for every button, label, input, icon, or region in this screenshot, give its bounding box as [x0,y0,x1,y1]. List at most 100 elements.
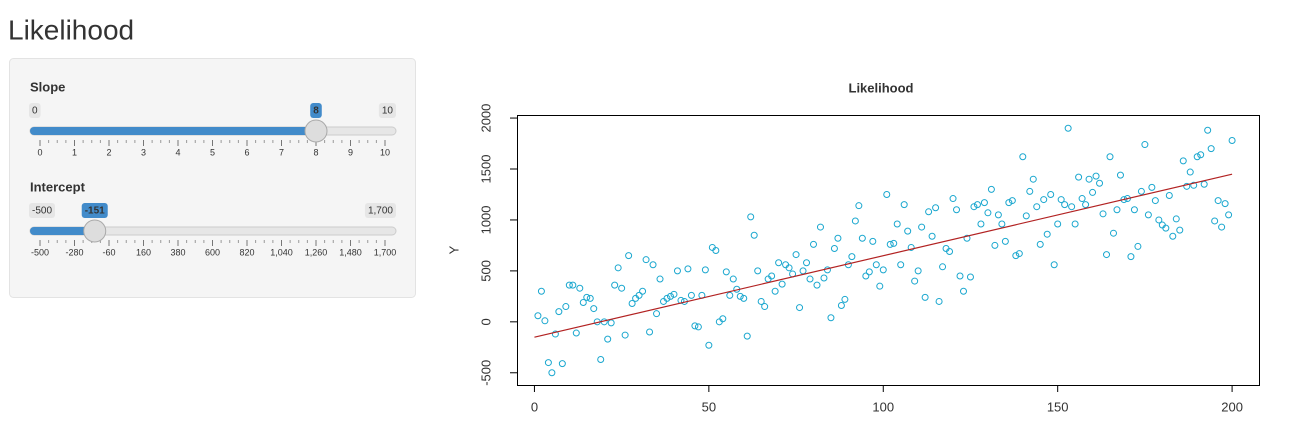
point [893,220,901,228]
slider-tick-label: 1,260 [305,247,328,257]
point [1155,216,1163,224]
point [1204,126,1212,134]
slider-badge [310,103,322,118]
point [569,281,577,289]
point [736,292,744,300]
point [694,323,702,331]
point [1200,180,1208,188]
point [932,204,940,212]
point [1134,242,1142,250]
point [907,243,915,251]
point [928,232,936,240]
slider-badge-text: 1,700 [368,206,393,217]
fit-line [534,173,1233,338]
point [1071,220,1079,228]
point [1103,251,1111,259]
point [576,284,584,292]
slider-tick-label: 1,700 [374,247,397,257]
point [883,190,891,198]
point [865,268,873,276]
x-tick-label: 50 [702,399,716,414]
point [666,292,674,300]
point [590,305,598,313]
point [904,227,912,235]
point [872,261,880,269]
point [959,287,967,295]
point [586,294,594,302]
slider-badge [81,203,108,218]
slider-tick-label: 8 [313,147,318,157]
plot-box [517,115,1260,386]
x-tick-label: 150 [1047,399,1069,414]
point [1029,175,1037,183]
point [1106,153,1114,161]
point [614,264,622,272]
point [1008,197,1016,205]
point [921,293,929,301]
point [719,315,727,323]
point [537,287,545,295]
point [1109,229,1117,237]
point [1061,201,1069,209]
point [555,308,563,316]
point [541,317,549,325]
slider-tick-label: 9 [348,147,353,157]
point [701,266,709,274]
slider-tick-label: 5 [210,147,215,157]
point [1172,215,1180,223]
point [1050,261,1058,269]
point [1190,181,1198,189]
point [754,267,762,275]
point [1127,253,1135,261]
slider-tick-label: 10 [380,147,390,157]
point [562,303,570,311]
point [1225,211,1233,219]
point [953,206,961,214]
point [1179,157,1187,165]
point [1075,173,1083,181]
slider-badge-text: -151 [85,206,105,217]
x-tick-label: 100 [872,399,894,414]
slider-tick-label: -280 [65,247,83,257]
point [855,202,863,210]
point [604,335,612,343]
point [747,213,755,221]
point [796,304,804,312]
point [939,263,947,271]
point [712,247,720,255]
slider-tick-label: 4 [175,147,180,157]
point [544,359,552,367]
slider-tick-label: 6 [244,147,249,157]
slider-badge-text: 10 [382,106,394,117]
slider-tick-label: -500 [31,247,49,257]
point [820,274,828,282]
point [1186,168,1194,176]
point [1096,179,1104,187]
slider-tick-label: 820 [239,247,254,257]
point [740,294,748,302]
point [1078,195,1086,203]
point [618,284,626,292]
point [768,272,776,280]
slider-handle[interactable] [83,219,107,243]
slider-handle[interactable] [304,119,328,143]
point [994,211,1002,219]
y-tick-label: 0 [478,318,493,325]
point [1137,187,1145,195]
point [792,251,800,259]
point [757,297,765,305]
point [1040,196,1048,204]
slider-tick-label: 160 [136,247,151,257]
point [684,265,692,273]
point [1116,171,1124,179]
point [1183,182,1191,190]
point [1207,145,1215,153]
point [1113,206,1121,214]
point [1043,230,1051,238]
point [729,275,737,283]
point [687,291,695,299]
y-tick-label: 1500 [478,155,493,184]
chart-title: Likelihood [849,80,914,95]
point [991,241,999,249]
